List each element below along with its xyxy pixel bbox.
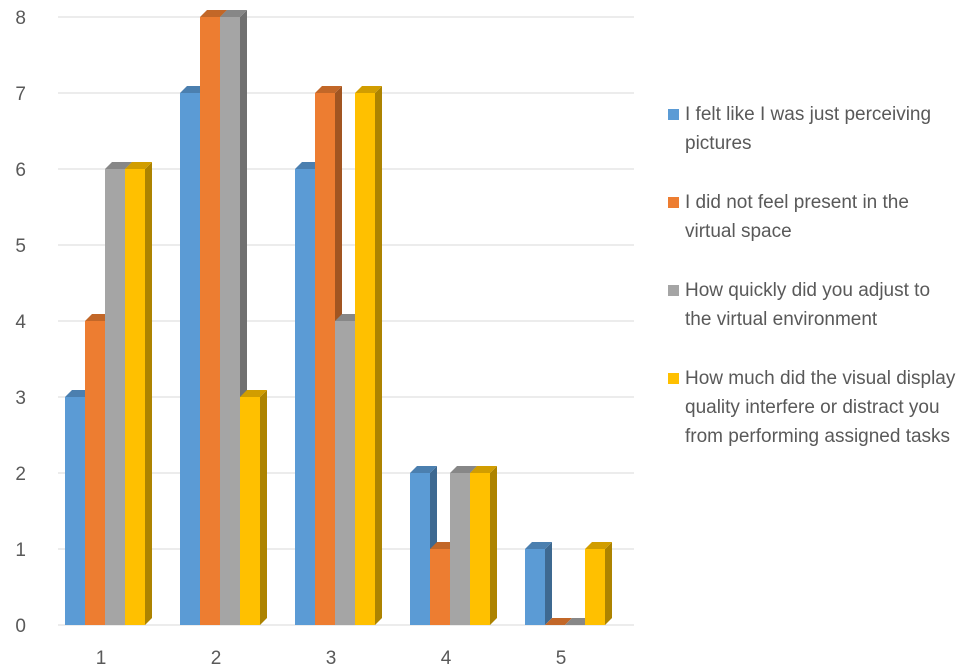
legend-item-series-1: I felt like I was just perceiving pictur… — [668, 100, 959, 158]
bar-top — [315, 86, 342, 93]
y-tick-label: 0 — [15, 616, 26, 637]
bar-side — [605, 542, 612, 625]
x-tick-label: 4 — [441, 648, 452, 669]
bar-series-group — [65, 10, 612, 625]
bar-top — [355, 86, 382, 93]
bar-4-cat-3 — [355, 86, 382, 625]
legend-swatch-series-3 — [668, 285, 679, 296]
bar-front — [220, 17, 240, 625]
y-axis-ticks: 0 1 2 3 4 5 6 7 8 — [15, 8, 26, 637]
legend-item-series-2: I did not feel present in the virtual sp… — [668, 188, 959, 246]
bar-front — [125, 169, 145, 625]
bar-front — [335, 321, 355, 625]
bar-top — [105, 162, 132, 169]
bar-front — [105, 169, 125, 625]
bar-front — [240, 397, 260, 625]
bar-front — [410, 473, 430, 625]
legend-item-series-4: How much did the visual display quality … — [668, 364, 959, 451]
bar-front — [450, 473, 470, 625]
bar-4-cat-2 — [240, 390, 267, 625]
y-tick-label: 5 — [15, 236, 26, 257]
bar-top — [240, 390, 267, 397]
bar-front — [65, 397, 85, 625]
x-tick-label: 1 — [96, 648, 107, 669]
bar-front — [355, 93, 375, 625]
legend-swatch-series-2 — [668, 197, 679, 208]
x-tick-label: 5 — [556, 648, 567, 669]
bar-top — [125, 162, 152, 169]
bar-front — [585, 549, 605, 625]
bar-top — [470, 466, 497, 473]
chart-legend: I felt like I was just perceiving pictur… — [668, 100, 959, 481]
legend-label-series-2: I did not feel present in the virtual sp… — [685, 192, 909, 242]
bar-4-cat-1 — [125, 162, 152, 625]
bar-4-cat-5 — [585, 542, 612, 625]
legend-swatch-series-4 — [668, 373, 679, 384]
bar-side — [375, 86, 382, 625]
bar-front — [470, 473, 490, 625]
legend-item-series-3: How quickly did you adjust to the virtua… — [668, 276, 959, 334]
legend-label-series-1: I felt like I was just perceiving pictur… — [685, 104, 932, 154]
bar-front — [315, 93, 335, 625]
bar-top — [450, 466, 477, 473]
bar-top — [200, 10, 227, 17]
bar-side — [260, 390, 267, 625]
legend-label-series-4: How much did the visual display quality … — [685, 368, 956, 447]
bar-front — [85, 321, 105, 625]
bar-top — [545, 618, 572, 625]
bar-top — [525, 542, 552, 549]
bar-front — [200, 17, 220, 625]
bar-front — [430, 549, 450, 625]
bar-1-cat-5 — [525, 542, 552, 625]
y-tick-label: 2 — [15, 464, 26, 485]
bar-front — [180, 93, 200, 625]
bar-top — [585, 542, 612, 549]
y-tick-label: 4 — [15, 312, 26, 333]
bar-2-cat-5 — [545, 618, 572, 625]
legend-label-series-3: How quickly did you adjust to the virtua… — [685, 280, 931, 330]
bar-side — [145, 162, 152, 625]
bar-front — [525, 549, 545, 625]
bar-side — [490, 466, 497, 625]
y-tick-label: 1 — [15, 540, 26, 561]
bar-side — [545, 542, 552, 625]
x-tick-label: 2 — [211, 648, 222, 669]
bar-front — [295, 169, 315, 625]
y-tick-label: 8 — [15, 8, 26, 29]
x-tick-label: 3 — [326, 648, 337, 669]
y-tick-label: 6 — [15, 160, 26, 181]
x-axis-ticks: 1 2 3 4 5 — [96, 648, 567, 669]
bar-4-cat-4 — [470, 466, 497, 625]
bar-top — [220, 10, 247, 17]
bar-top — [410, 466, 437, 473]
y-tick-label: 3 — [15, 388, 26, 409]
y-tick-label: 7 — [15, 84, 26, 105]
legend-swatch-series-1 — [668, 109, 679, 120]
